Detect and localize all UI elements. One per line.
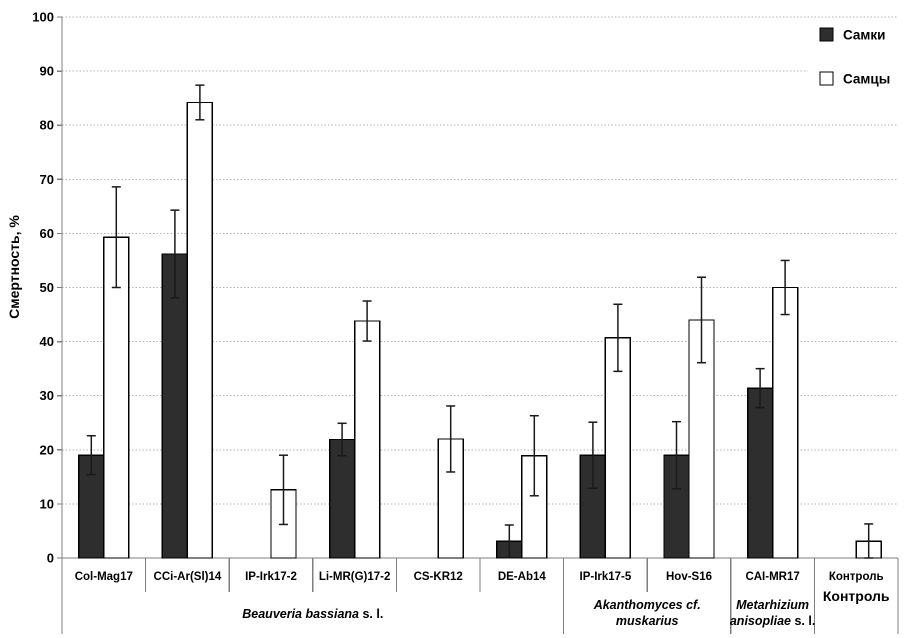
bar-Самки-1 (161, 253, 189, 559)
category-label: CS-KR12 (414, 571, 463, 583)
bar-Самки-3 (328, 438, 356, 559)
bar-Самцы-8 (771, 286, 799, 559)
y-axis-tick-label: 30 (40, 388, 54, 403)
y-axis-tick-label: 60 (40, 226, 54, 241)
group-label: Beauveria bassiana s. l. (242, 607, 383, 621)
bar-Самцы-1 (186, 101, 214, 559)
y-axis-title: Смертность, % (6, 215, 22, 319)
category-label: Li-MR(G)17-2 (319, 571, 391, 583)
category-label: Hov-S16 (666, 571, 712, 583)
y-axis-tick-label: 20 (40, 442, 54, 457)
bar-Самки-8 (746, 387, 774, 559)
category-label: IP-Irk17-5 (580, 571, 632, 583)
group-label: muskarius (616, 614, 679, 628)
legend-swatch-Самцы (819, 71, 834, 86)
bar-Самцы-3 (353, 320, 381, 559)
category-label: CCi-Ar(Sl)14 (154, 571, 222, 583)
y-axis-tick-label: 0 (47, 551, 54, 566)
group-label: anisopliae s. l. (730, 614, 815, 628)
y-axis-tick-label: 50 (40, 280, 54, 295)
category-label: Col-Mag17 (75, 571, 133, 583)
y-axis-tick-label: 100 (32, 10, 54, 25)
y-axis-tick-label: 40 (40, 334, 54, 349)
y-axis-tick-label: 10 (40, 496, 54, 511)
category-label: IP-Irk17-2 (245, 571, 297, 583)
group-label: Metarhizium (736, 598, 809, 612)
category-label: CAI-MR17 (745, 571, 799, 583)
category-label: Контроль (829, 571, 884, 583)
bar-Самцы-6 (604, 337, 632, 559)
group-label: Akanthomyces cf. (593, 598, 701, 612)
legend-swatch-Самки (819, 27, 834, 42)
y-axis-tick-label: 70 (40, 172, 54, 187)
group-label: Контроль (823, 588, 890, 604)
y-axis-tick-label: 90 (40, 64, 54, 79)
legend-label-Самки: Самки (843, 28, 885, 43)
legend-label-Самцы: Самцы (843, 72, 890, 87)
y-axis-tick-label: 80 (40, 118, 54, 133)
category-label: DE-Ab14 (498, 571, 547, 583)
bar-Самцы-0 (103, 236, 130, 559)
